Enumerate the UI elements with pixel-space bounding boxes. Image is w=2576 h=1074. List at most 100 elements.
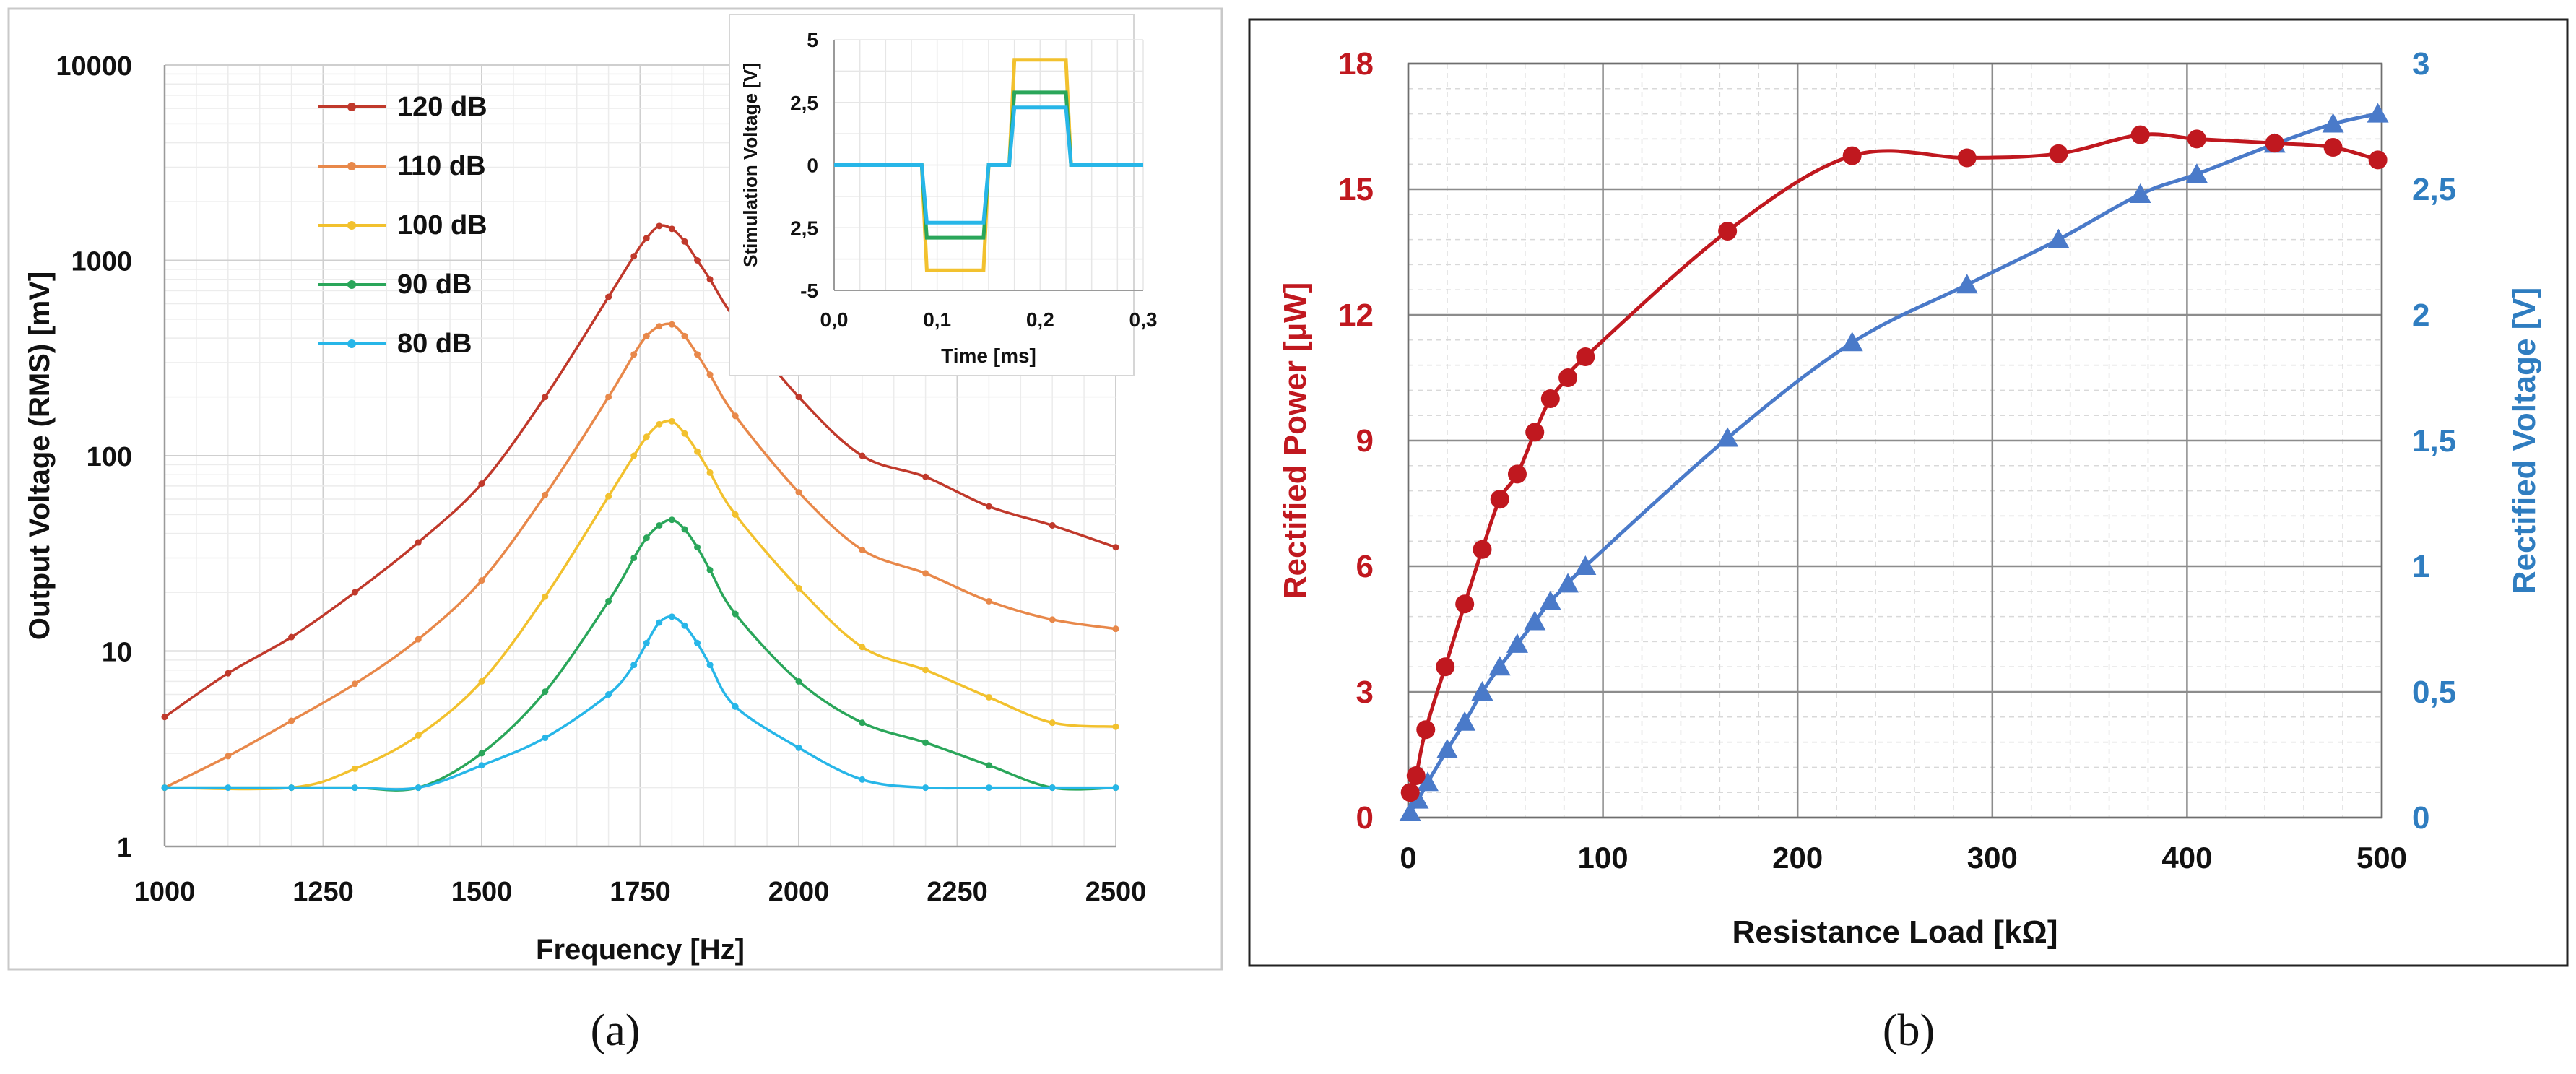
data-point: [542, 491, 549, 498]
inset-y-tick-label: 2,5: [790, 92, 818, 114]
y-right-tick-label: 2,5: [2412, 172, 2456, 207]
x-tick-label: 200: [1772, 841, 1823, 875]
data-point: [681, 332, 688, 339]
voltage-triangle-marker: [2129, 183, 2151, 203]
data-point: [605, 394, 612, 401]
data-point: [795, 394, 802, 401]
data-point: [985, 693, 992, 701]
data-point: [630, 452, 638, 459]
y-right-tick-label: 1: [2412, 549, 2429, 584]
data-point: [630, 554, 638, 561]
data-point: [859, 452, 866, 459]
inset-x-tick-label: 0,2: [1026, 308, 1054, 331]
y-left-tick-label: 12: [1338, 298, 1374, 333]
voltage-triangle-marker: [1956, 274, 1978, 294]
x-tick-label: 400: [2161, 841, 2212, 875]
y-right-tick-label: 1,5: [2412, 423, 2456, 459]
power-circle-marker: [1558, 368, 1578, 387]
voltage-triangle-marker: [2047, 228, 2070, 248]
data-point: [859, 776, 866, 783]
power-circle-marker: [1400, 783, 1420, 802]
inset-y-tick-label: -5: [800, 280, 818, 302]
panel-b-plot: 0 100 200 300 400 500036912151800,511,522,53R…: [1278, 46, 2542, 950]
data-point: [859, 644, 866, 651]
data-point: [478, 762, 485, 769]
y-right-tick-label: 3: [2412, 46, 2429, 82]
data-point: [225, 670, 232, 677]
data-point: [351, 680, 358, 688]
data-point: [694, 448, 701, 455]
data-point: [478, 480, 485, 488]
legend-marker: [347, 221, 356, 230]
data-point: [694, 544, 701, 551]
inset-y-tick-label: 0: [807, 155, 818, 177]
data-point: [922, 784, 929, 792]
data-point: [630, 253, 638, 260]
data-point: [706, 566, 714, 573]
x-tick-label: 500: [2356, 841, 2407, 875]
data-point: [656, 619, 663, 626]
data-point: [732, 511, 739, 518]
data-point: [478, 750, 485, 757]
data-point: [288, 784, 295, 792]
data-point: [605, 691, 612, 698]
voltage-triangle-marker: [1399, 802, 1421, 822]
x-tick-label: 0: [1400, 841, 1416, 875]
y-tick-label: 10000: [56, 51, 132, 82]
data-point: [643, 639, 650, 646]
voltage-triangle-marker: [1717, 427, 1739, 447]
data-point: [732, 412, 739, 420]
power-circle-marker: [1576, 347, 1595, 366]
voltage-triangle-marker: [2322, 113, 2344, 133]
data-point: [1049, 521, 1056, 529]
data-point: [859, 719, 866, 727]
legend-marker: [347, 339, 356, 348]
data-point: [542, 593, 549, 600]
data-point: [351, 784, 358, 792]
data-point: [1049, 719, 1056, 727]
power-circle-marker: [2368, 150, 2388, 170]
data-point: [605, 597, 612, 605]
x-axis-title: Frequency [Hz]: [536, 934, 745, 966]
data-point: [732, 610, 739, 618]
voltage-triangle-marker: [2367, 103, 2389, 123]
power-circle-marker: [2049, 144, 2068, 163]
data-point: [681, 430, 688, 437]
data-point: [668, 613, 675, 620]
power-circle-marker: [1416, 720, 1436, 740]
plot-border: [1407, 62, 2383, 819]
y-right-tick-label: 0,5: [2412, 675, 2456, 710]
y-axis-title: Output Voltage (RMS) [mV]: [24, 272, 56, 640]
y-left-tick-label: 18: [1338, 46, 1374, 82]
x-tick-label: 2500: [1085, 877, 1147, 907]
data-point: [795, 489, 802, 496]
data-point: [859, 546, 866, 553]
data-point: [668, 516, 675, 524]
voltage-triangle-marker: [2185, 163, 2208, 183]
data-point: [656, 222, 663, 230]
y-left-tick-label: 9: [1356, 423, 1374, 459]
data-point: [288, 717, 295, 724]
inset-y-tick-label: 2,5: [790, 217, 818, 239]
data-point: [1112, 784, 1119, 792]
voltage-triangle-marker: [1407, 789, 1429, 809]
data-point: [542, 394, 549, 401]
y-left-tick-label: 0: [1356, 800, 1374, 836]
data-point: [656, 420, 663, 428]
data-point: [1049, 616, 1056, 623]
data-point: [922, 667, 929, 674]
legend-label: 100 dB: [397, 210, 487, 241]
panel-b-frame: [1248, 18, 2569, 967]
legend-label: 80 dB: [397, 329, 472, 359]
data-point: [706, 662, 714, 669]
inset-y-tick-label: 5: [807, 29, 818, 51]
legend-label: 120 dB: [397, 92, 487, 122]
y-right-axis-title: Rectified Voltage [V]: [2507, 287, 2542, 594]
x-tick-label: 1250: [292, 877, 354, 907]
data-point: [681, 622, 688, 629]
data-point: [1112, 544, 1119, 551]
data-point: [681, 526, 688, 533]
inset-x-axis-title: Time [ms]: [941, 345, 1036, 367]
voltage-triangle-marker: [1488, 656, 1511, 676]
y-right-tick-label: 0: [2412, 800, 2429, 836]
